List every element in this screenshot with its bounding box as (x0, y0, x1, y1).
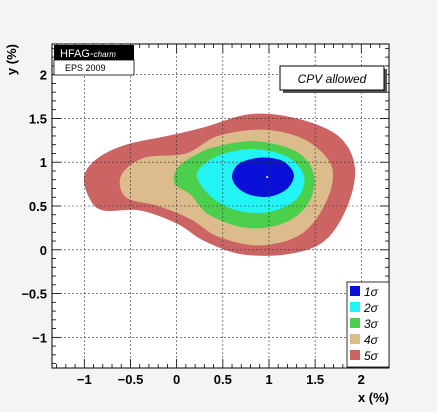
x-axis-label: x (%) (358, 390, 389, 405)
x-tick-label: −1 (77, 372, 92, 387)
legend-label: 5σ (364, 349, 379, 363)
badge-event: EPS 2009 (65, 63, 106, 73)
central-value-dot (266, 176, 269, 179)
y-tick-label: 0.5 (29, 199, 47, 214)
legend-label: 2σ (363, 301, 379, 315)
central-value-marker (266, 176, 269, 179)
legend-swatch (350, 286, 360, 296)
x-tick-label: −0.5 (118, 372, 144, 387)
badge-title: HFAG- (60, 48, 94, 60)
legend: 1σ 2σ 3σ 4σ 5σ (346, 281, 390, 368)
axis-ticks: −1 −0.5 0 0.5 1 1.5 2 −1 −0.5 0 0.5 1 1.5 2 (21, 44, 389, 387)
badge-subtitle: charm (94, 50, 117, 59)
hfag-badge: HFAG-charm EPS 2009 (53, 45, 135, 76)
x-tick-label: 0 (173, 372, 180, 387)
legend-swatch (350, 302, 360, 312)
y-tick-label: −0.5 (21, 287, 47, 302)
y-axis-label: y (%) (4, 44, 19, 75)
y-tick-label: −1 (32, 330, 47, 345)
x-tick-label: 2 (358, 372, 365, 387)
legend-label: 4σ (364, 333, 379, 347)
legend-swatch (350, 334, 360, 344)
annotation-box: CPV allowed (279, 65, 387, 93)
region-1sigma (231, 157, 294, 197)
y-tick-label: 1.5 (29, 111, 47, 126)
legend-label: 1σ (364, 285, 379, 299)
y-tick-label: 2 (40, 68, 47, 83)
x-tick-label: 0.5 (214, 372, 232, 387)
x-tick-label: 1.5 (306, 372, 324, 387)
legend-label: 3σ (364, 317, 379, 331)
y-tick-label: 1 (40, 155, 47, 170)
svg-text:HFAG-charm: HFAG-charm (60, 48, 116, 60)
annotation-text: CPV allowed (298, 72, 367, 86)
confidence-regions (83, 113, 356, 256)
legend-swatch (350, 350, 360, 360)
legend-swatch (350, 318, 360, 328)
x-tick-label: 1 (265, 372, 272, 387)
y-tick-label: 0 (40, 243, 47, 258)
